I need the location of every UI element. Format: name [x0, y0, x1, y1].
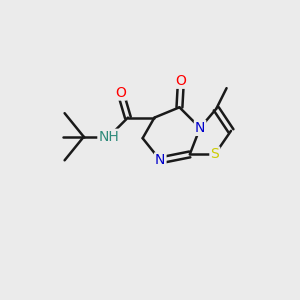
- Text: S: S: [210, 147, 219, 161]
- Text: NH: NH: [98, 130, 119, 144]
- Text: O: O: [176, 74, 186, 88]
- Text: N: N: [155, 153, 166, 167]
- Text: N: N: [195, 121, 205, 135]
- Text: O: O: [115, 85, 126, 100]
